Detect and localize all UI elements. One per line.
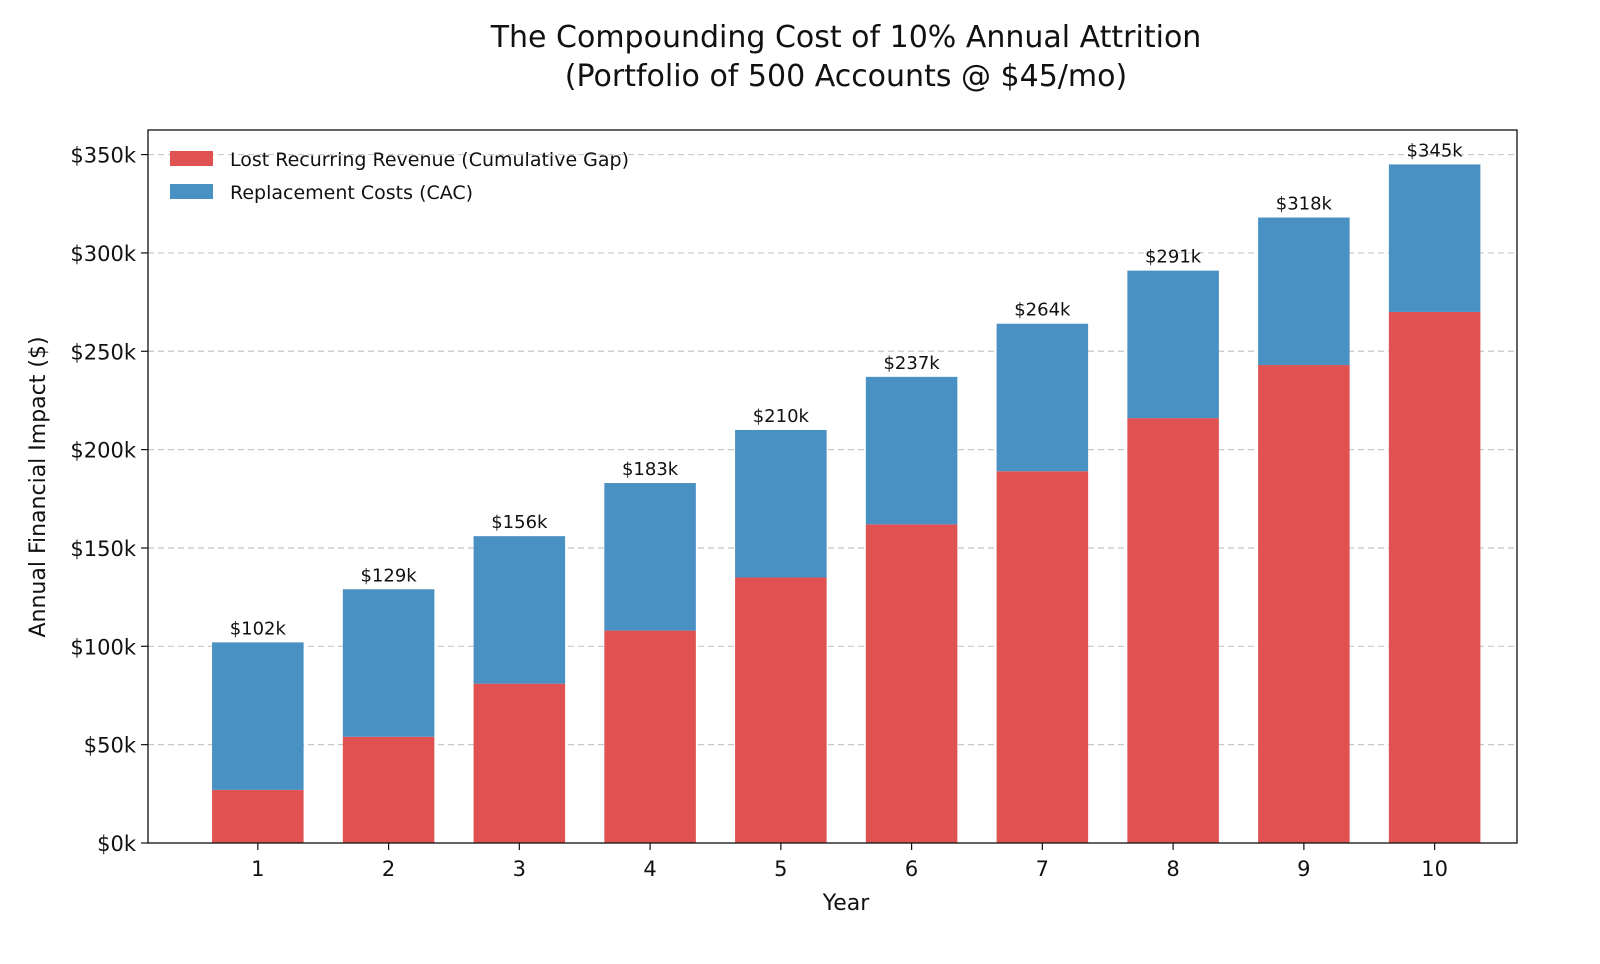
x-tick-label: 8 — [1166, 857, 1179, 881]
bar-cac — [865, 376, 958, 525]
bar-cac — [473, 536, 566, 684]
total-label: $210k — [753, 406, 810, 427]
bar-lost-revenue — [865, 524, 958, 843]
total-label: $156k — [491, 512, 548, 533]
y-axis: $0k $50k $100k $150k $200k $250k $300k $350k — [70, 144, 148, 856]
y-tick-label: $150k — [70, 537, 136, 561]
legend-swatch-lost-revenue — [170, 151, 213, 166]
bar-lost-revenue — [735, 577, 827, 843]
total-label: $129k — [360, 565, 417, 586]
x-tick-label: 2 — [382, 857, 395, 881]
chart-title-line1: The Compounding Cost of 10% Annual Attri… — [490, 20, 1202, 55]
x-tick-label: 5 — [774, 857, 787, 881]
legend-label-lost-revenue: Lost Recurring Revenue (Cumulative Gap) — [230, 149, 629, 171]
bar-lost-revenue — [1388, 311, 1481, 843]
total-label: $183k — [622, 459, 679, 480]
x-axis-label: Year — [822, 891, 871, 916]
bar-cac — [735, 429, 827, 578]
bar-cac — [1258, 217, 1350, 366]
legend: Lost Recurring Revenue (Cumulative Gap) … — [170, 149, 629, 204]
bar-lost-revenue — [1258, 365, 1350, 843]
bar-cac — [212, 642, 304, 790]
y-tick-label: $350k — [70, 144, 136, 168]
bars — [212, 164, 1481, 843]
bar-lost-revenue — [473, 683, 566, 843]
bar-lost-revenue — [1127, 418, 1219, 843]
total-label: $264k — [1014, 300, 1071, 321]
bar-lost-revenue — [212, 789, 304, 843]
y-tick-label: $0k — [97, 832, 137, 856]
y-axis-label: Annual Financial Impact ($) — [26, 336, 51, 637]
bar-cac — [342, 589, 435, 737]
y-tick-label: $250k — [70, 340, 136, 364]
bar-cac — [604, 483, 696, 631]
x-tick-label: 3 — [513, 857, 526, 881]
bar-lost-revenue — [996, 471, 1089, 843]
y-tick-label: $50k — [84, 734, 137, 758]
legend-label-cac: Replacement Costs (CAC) — [230, 182, 473, 204]
x-tick-label: 10 — [1421, 857, 1448, 881]
bar-cac — [996, 323, 1089, 472]
plot-frame — [147, 129, 1518, 844]
x-axis: 1 2 3 4 5 6 7 8 9 10 — [251, 843, 1448, 881]
y-tick-label: $300k — [70, 242, 136, 266]
total-label: $237k — [883, 353, 940, 374]
bar-lost-revenue — [342, 736, 435, 843]
total-label: $318k — [1276, 194, 1333, 215]
bar-cac — [1388, 164, 1481, 312]
y-tick-label: $200k — [70, 439, 136, 463]
total-labels: $102k $129k $156k $183k $210k $237k $264k $291k… — [230, 140, 1464, 639]
bar-cac — [1127, 270, 1219, 419]
total-label: $291k — [1145, 247, 1202, 268]
y-tick-label: $100k — [70, 635, 136, 659]
chart-title-line2: (Portfolio of 500 Accounts @ $45/mo) — [565, 59, 1127, 94]
x-tick-label: 6 — [905, 857, 918, 881]
x-tick-label: 7 — [1036, 857, 1049, 881]
x-tick-label: 1 — [251, 857, 264, 881]
x-tick-label: 9 — [1297, 857, 1310, 881]
legend-swatch-cac — [170, 184, 213, 199]
total-label: $102k — [230, 618, 287, 639]
bar-lost-revenue — [604, 630, 696, 843]
total-label: $345k — [1407, 140, 1464, 161]
x-tick-label: 4 — [643, 857, 656, 881]
